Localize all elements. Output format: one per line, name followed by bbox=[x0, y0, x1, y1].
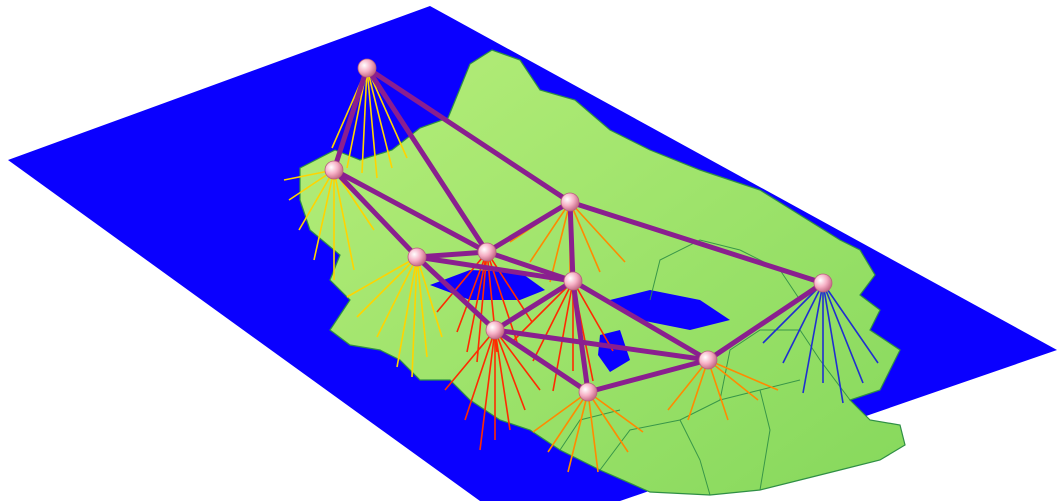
access-link bbox=[416, 256, 428, 358]
backbone-link bbox=[331, 167, 420, 260]
access-link bbox=[529, 201, 571, 263]
access-link bbox=[346, 256, 418, 298]
backbone-link bbox=[567, 199, 826, 286]
access-link bbox=[782, 282, 824, 364]
access-link bbox=[494, 329, 541, 391]
access-link bbox=[356, 256, 418, 318]
access-link bbox=[802, 282, 824, 394]
access-link bbox=[567, 391, 589, 473]
access-link bbox=[707, 359, 759, 401]
access-link bbox=[333, 169, 355, 271]
network-node bbox=[578, 382, 598, 402]
access-link bbox=[313, 169, 335, 261]
network-node bbox=[407, 247, 427, 267]
inland-sea bbox=[598, 330, 630, 372]
access-link bbox=[366, 67, 408, 159]
access-link bbox=[361, 67, 368, 174]
network-node bbox=[813, 273, 833, 293]
network-node bbox=[485, 320, 505, 340]
backbone-link bbox=[331, 167, 490, 255]
access-link bbox=[376, 256, 418, 338]
access-link bbox=[822, 282, 844, 404]
access-link bbox=[822, 282, 879, 364]
access-link bbox=[587, 391, 644, 433]
backbone-link bbox=[484, 249, 576, 284]
inland-sea bbox=[430, 270, 545, 300]
backbone-link bbox=[331, 65, 370, 173]
backbone-link bbox=[492, 278, 576, 333]
access-link bbox=[569, 201, 626, 263]
backbone-link bbox=[414, 254, 498, 333]
backbone-link bbox=[570, 278, 711, 363]
access-link bbox=[687, 359, 709, 421]
backbone-link bbox=[492, 327, 711, 363]
backbone-link bbox=[364, 65, 573, 205]
backbone-link bbox=[705, 280, 826, 363]
access-link bbox=[532, 280, 574, 362]
access-link bbox=[366, 67, 393, 169]
access-link bbox=[416, 256, 443, 338]
access-link bbox=[512, 280, 574, 342]
network-node bbox=[560, 192, 580, 212]
land-mass bbox=[299, 49, 906, 496]
backbone-link bbox=[364, 65, 490, 255]
access-link bbox=[587, 391, 629, 453]
access-link bbox=[411, 256, 418, 378]
access-link bbox=[532, 391, 589, 433]
backbone-links bbox=[331, 65, 826, 395]
access-link bbox=[464, 329, 496, 421]
access-link bbox=[569, 201, 601, 273]
network-node bbox=[698, 350, 718, 370]
access-link bbox=[762, 282, 824, 344]
backbone-link bbox=[570, 278, 591, 395]
access-link bbox=[549, 201, 571, 283]
access-link bbox=[572, 280, 614, 352]
backbone-link bbox=[484, 199, 573, 255]
access-link bbox=[822, 282, 864, 384]
access-link bbox=[547, 391, 589, 453]
access-link bbox=[366, 67, 378, 179]
network-node bbox=[357, 58, 377, 78]
access-link bbox=[587, 391, 599, 473]
backbone-link bbox=[567, 199, 576, 284]
network-node bbox=[477, 242, 497, 262]
access-link bbox=[476, 251, 488, 363]
access-link bbox=[479, 329, 496, 451]
network-node bbox=[324, 160, 344, 180]
access-link bbox=[396, 256, 418, 368]
access-link bbox=[494, 329, 526, 411]
backbone-link bbox=[492, 327, 591, 395]
access-link bbox=[436, 251, 488, 313]
network-node bbox=[563, 271, 583, 291]
access-link bbox=[707, 359, 729, 421]
access-link bbox=[494, 329, 511, 431]
access-link bbox=[707, 359, 779, 391]
network-nodes bbox=[324, 58, 833, 402]
backbone-link bbox=[585, 357, 711, 395]
backbone-link bbox=[414, 254, 576, 284]
backbone-link bbox=[414, 249, 490, 260]
access-link bbox=[444, 329, 496, 391]
access-link bbox=[667, 359, 709, 411]
access-link bbox=[298, 169, 335, 231]
